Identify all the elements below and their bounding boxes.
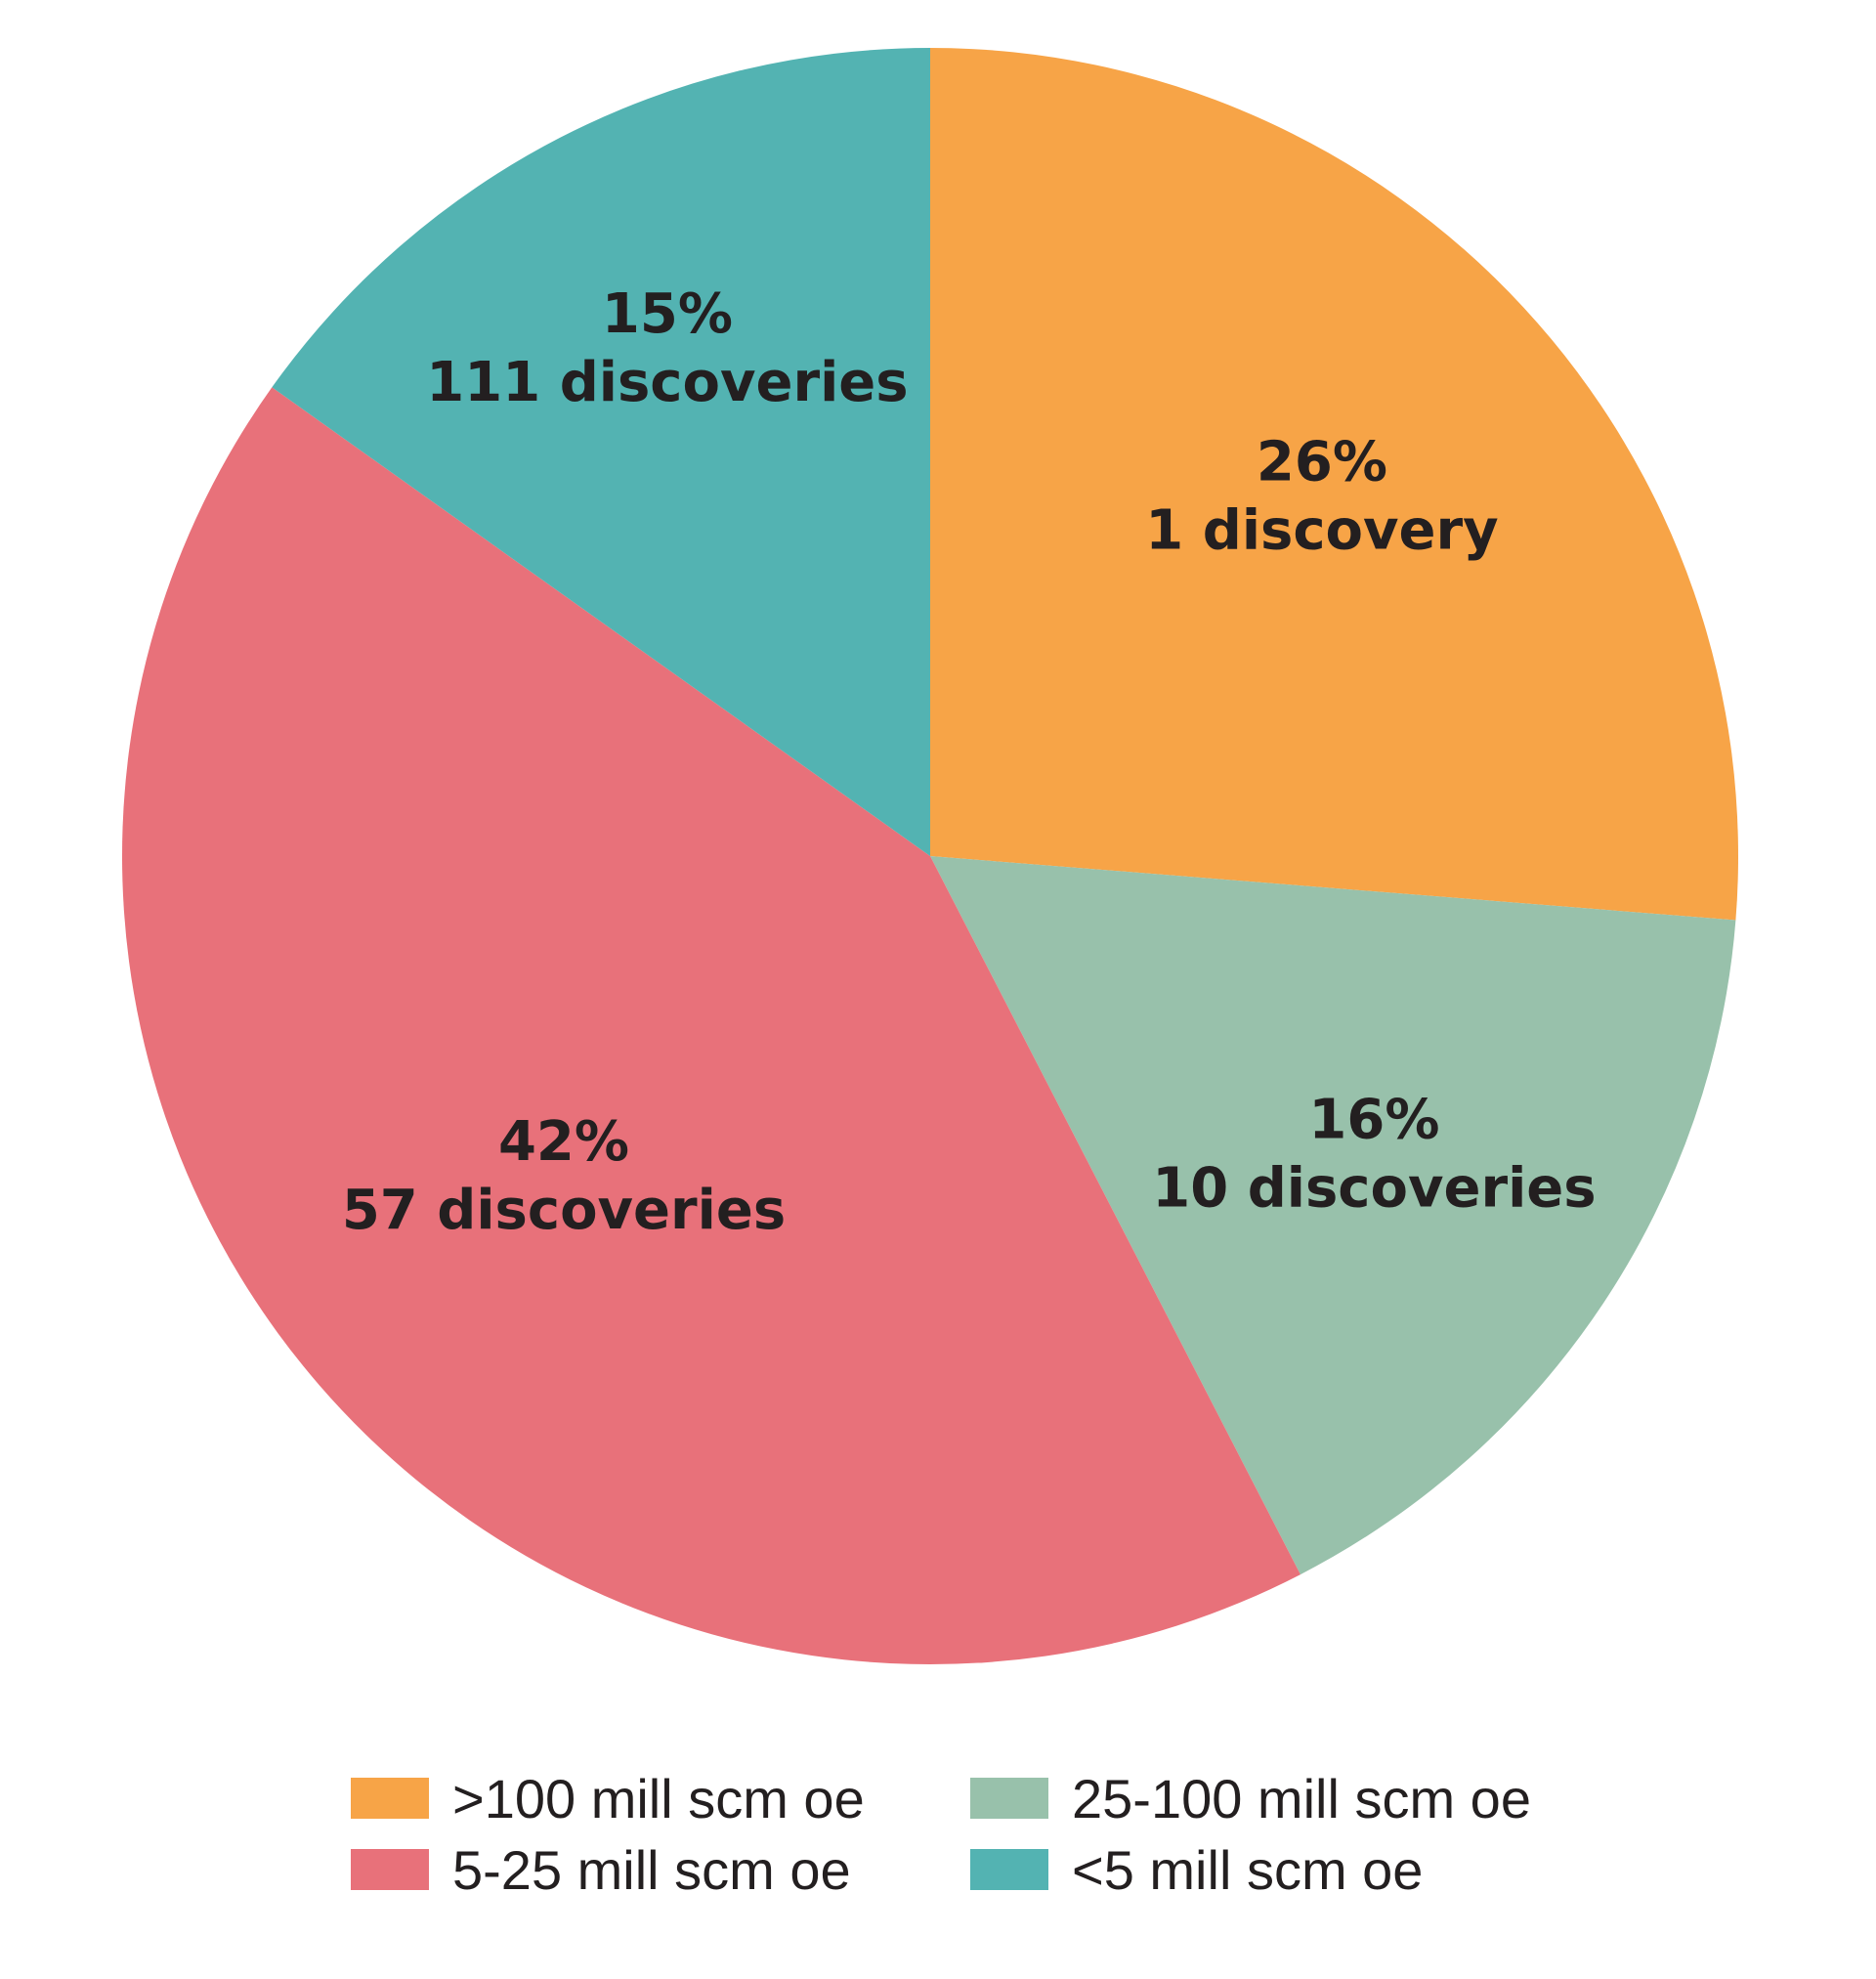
slice-label: 16% 10 discoveries: [1152, 1088, 1596, 1220]
slice-percent-label: 26%: [1257, 431, 1387, 495]
legend-swatch: [970, 1849, 1048, 1890]
legend-item: 25-100 mill scm oe: [970, 1768, 1531, 1829]
legend-label: 25-100 mill scm oe: [1072, 1768, 1531, 1829]
slice-label: 42% 57 discoveries: [342, 1110, 786, 1242]
pie-slice: [272, 48, 930, 856]
slice-percent-label: 15%: [602, 282, 733, 346]
slice-count-label: 1 discovery: [1145, 499, 1498, 563]
legend-label: 5-25 mill scm oe: [452, 1839, 851, 1901]
legend-label: <5 mill scm oe: [1072, 1839, 1423, 1901]
legend-label: >100 mill scm oe: [452, 1768, 865, 1829]
pie-slices: [121, 48, 1738, 1664]
slice-count-label: 111 discoveries: [426, 351, 908, 414]
pie-slice: [930, 48, 1738, 921]
pie-slice: [930, 856, 1736, 1575]
slice-label: 15% 111 discoveries: [426, 282, 908, 414]
legend: >100 mill scm oe 25-100 mill scm oe 5-25 m…: [351, 1768, 1531, 1901]
slice-count-label: 10 discoveries: [1152, 1156, 1596, 1220]
slice-count-label: 57 discoveries: [342, 1179, 786, 1242]
legend-swatch: [351, 1849, 429, 1890]
pie-slice-labels: 26% 1 discovery 16% 10 discoveries 42% 57 dis…: [342, 282, 1597, 1242]
slice-percent-label: 42%: [498, 1110, 629, 1174]
legend-item: 5-25 mill scm oe: [351, 1839, 851, 1901]
pie-slice: [121, 387, 1300, 1664]
legend-swatch: [970, 1778, 1048, 1819]
slice-percent-label: 16%: [1308, 1088, 1439, 1151]
slice-label: 26% 1 discovery: [1145, 431, 1498, 563]
legend-item: <5 mill scm oe: [970, 1839, 1423, 1901]
legend-swatch: [351, 1778, 429, 1819]
legend-item: >100 mill scm oe: [351, 1768, 865, 1829]
